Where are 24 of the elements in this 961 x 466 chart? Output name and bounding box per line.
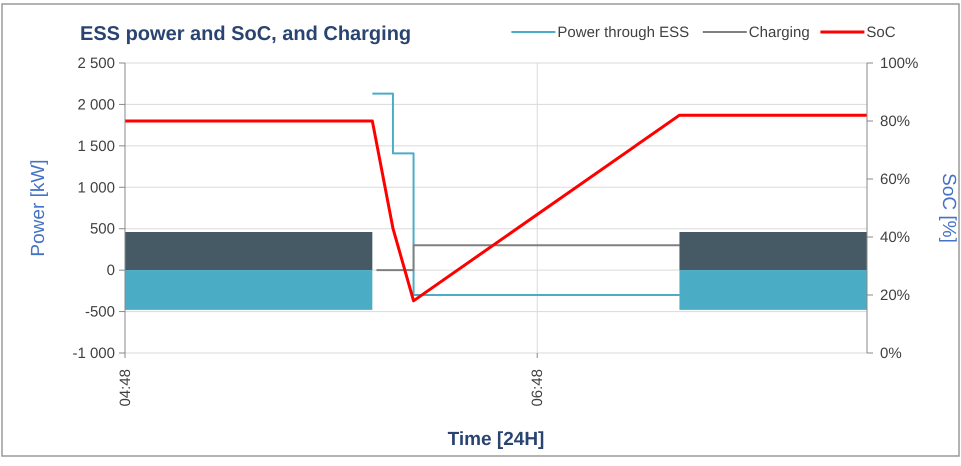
x-tick-label: 04:48 bbox=[117, 369, 134, 407]
y-tick-label: -500 bbox=[84, 304, 115, 321]
chart-title: ESS power and SoC, and Charging bbox=[80, 23, 412, 45]
y-tick-label: -1 000 bbox=[72, 345, 115, 362]
legend-label: Power through ESS bbox=[557, 24, 690, 41]
x-tick-label: 06:48 bbox=[529, 369, 546, 407]
y-tick-label: 2 500 bbox=[77, 55, 115, 72]
y2-tick-label: 0% bbox=[880, 345, 902, 362]
y2-tick-label: 60% bbox=[880, 171, 910, 188]
y-tick-label: 2 000 bbox=[77, 96, 115, 114]
y2-tick-label: 20% bbox=[880, 287, 910, 304]
y-tick-label: 0 bbox=[106, 262, 115, 280]
legend-label: Charging bbox=[748, 24, 810, 41]
y-axis-title: Power [kW] bbox=[28, 159, 49, 257]
y2-tick-label: 80% bbox=[880, 113, 910, 130]
line-series bbox=[124, 114, 868, 302]
y2-tick-label: 40% bbox=[880, 229, 910, 246]
y-tick-label: 1 000 bbox=[77, 179, 115, 196]
y2-axis-title: SoC [%] bbox=[938, 173, 959, 243]
y-tick-label: 500 bbox=[90, 220, 115, 238]
y2-tick-label: 100% bbox=[880, 55, 918, 72]
legend-label: SoC bbox=[866, 24, 896, 41]
x-axis-title: Time [24H] bbox=[448, 429, 544, 450]
y-tick-label: 1 500 bbox=[77, 138, 115, 155]
